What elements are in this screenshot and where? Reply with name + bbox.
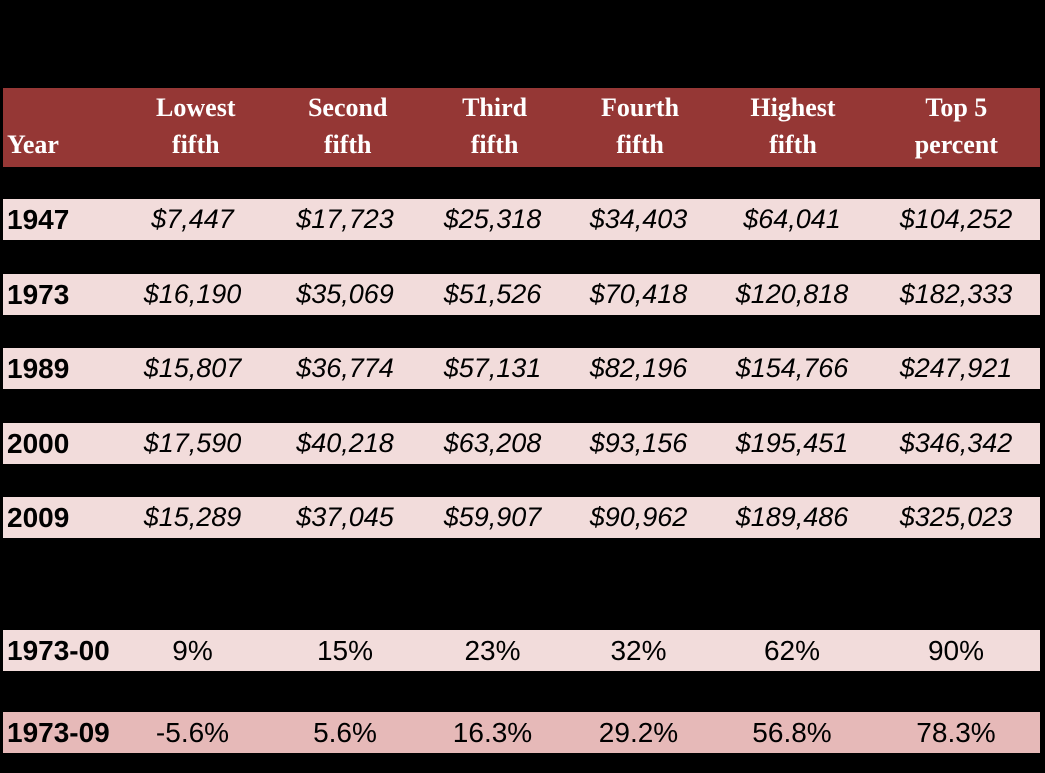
column-header-top-5-percent: Top 5 percent xyxy=(873,89,1040,163)
cell-highest-fifth: 56.8% xyxy=(752,716,832,748)
table-row-1989: 1989 $15,807 $36,774 $57,131 $82,196 $15… xyxy=(3,348,1040,389)
cell-fourth-fifth: $82,196 xyxy=(589,353,688,383)
cell-second-fifth: 15% xyxy=(316,634,374,666)
cell-lowest-fifth: $16,190 xyxy=(143,279,242,309)
column-header-year: Year xyxy=(7,130,59,159)
cell-top-5-percent: $346,342 xyxy=(899,428,1013,458)
cell-second-fifth: $35,069 xyxy=(296,279,394,309)
cell-top-5-percent: 90% xyxy=(927,634,985,666)
row-year-label: 2000 xyxy=(7,427,70,459)
column-header-line1: Lowest xyxy=(156,93,236,122)
column-header-fourth-fifth: Fourth fifth xyxy=(567,89,713,163)
cell-third-fifth: $59,907 xyxy=(443,502,542,532)
cell-fourth-fifth: 32% xyxy=(610,634,667,666)
table-row-1973-09-percent-change: 1973-09 -5.6% 5.6% 16.3% 29.2% 56.8% 78.… xyxy=(3,712,1040,753)
cell-top-5-percent: $182,333 xyxy=(899,279,1013,309)
cell-lowest-fifth: -5.6% xyxy=(155,716,230,748)
column-header-line2: fifth xyxy=(171,130,220,159)
column-header-line2: fifth xyxy=(769,130,817,159)
column-header-lowest-fifth: Lowest fifth xyxy=(119,89,273,163)
cell-lowest-fifth: $15,807 xyxy=(143,353,242,383)
column-header-line1: Second xyxy=(307,93,388,122)
cell-second-fifth: $36,774 xyxy=(296,353,394,383)
cell-lowest-fifth: $17,590 xyxy=(143,428,242,458)
cell-third-fifth: 16.3% xyxy=(452,716,533,748)
cell-third-fifth: $25,318 xyxy=(443,204,542,234)
column-header-line1: Highest xyxy=(750,93,836,122)
row-year-label: 1947 xyxy=(7,203,70,235)
table-row-1947: 1947 $7,447 $17,723 $25,318 $34,403 $64,… xyxy=(3,199,1040,240)
column-header-line2: percent xyxy=(914,130,998,159)
cell-fourth-fifth: $93,156 xyxy=(589,428,688,458)
cell-highest-fifth: $64,041 xyxy=(743,204,841,234)
column-header-line2: fifth xyxy=(470,130,519,159)
cell-third-fifth: $57,131 xyxy=(443,353,542,383)
row-year-label: 1973 xyxy=(7,278,70,310)
cell-fourth-fifth: 29.2% xyxy=(598,716,679,748)
column-header-line1: Top 5 xyxy=(925,93,988,122)
cell-second-fifth: $17,723 xyxy=(296,204,394,234)
cell-highest-fifth: 62% xyxy=(763,634,821,666)
cell-fourth-fifth: $70,418 xyxy=(589,279,688,309)
table-row-1973-00-percent-change: 1973-00 9% 15% 23% 32% 62% 90% xyxy=(3,630,1040,671)
row-year-label: 1989 xyxy=(7,352,70,384)
cell-second-fifth: $37,045 xyxy=(296,502,394,532)
cell-highest-fifth: $154,766 xyxy=(735,353,849,383)
row-year-label: 2009 xyxy=(7,501,70,533)
row-year-label: 1973-09 xyxy=(7,716,110,748)
cell-fourth-fifth: $90,962 xyxy=(589,502,688,532)
cell-top-5-percent: $104,252 xyxy=(899,204,1013,234)
cell-third-fifth: $63,208 xyxy=(443,428,542,458)
cell-highest-fifth: $189,486 xyxy=(735,502,849,532)
column-header-line2: fifth xyxy=(323,130,372,159)
cell-top-5-percent: 78.3% xyxy=(916,716,996,748)
column-header-line1: Third xyxy=(462,93,528,122)
cell-highest-fifth: $120,818 xyxy=(735,279,849,309)
column-header-highest-fifth: Highest fifth xyxy=(713,89,872,163)
cell-lowest-fifth: $7,447 xyxy=(151,204,234,234)
column-header-line1: Fourth xyxy=(601,93,680,122)
column-header-third-fifth: Third fifth xyxy=(422,89,566,163)
income-by-fifths-table: Year Lowest fifth Second fifth Third fif… xyxy=(3,88,1040,753)
cell-highest-fifth: $195,451 xyxy=(735,428,849,458)
cell-second-fifth: 5.6% xyxy=(313,716,377,748)
cell-third-fifth: 23% xyxy=(464,634,521,666)
table-row-2009: 2009 $15,289 $37,045 $59,907 $90,962 $18… xyxy=(3,497,1040,538)
cell-third-fifth: $51,526 xyxy=(443,279,542,309)
cell-lowest-fifth: 9% xyxy=(172,634,213,666)
table-row-2000: 2000 $17,590 $40,218 $63,208 $93,156 $19… xyxy=(3,423,1040,464)
cell-fourth-fifth: $34,403 xyxy=(589,204,688,234)
row-year-label: 1973-00 xyxy=(7,634,110,666)
column-header-line2: fifth xyxy=(616,130,664,159)
table-row-1973: 1973 $16,190 $35,069 $51,526 $70,418 $12… xyxy=(3,274,1040,315)
table-header-row: Year Lowest fifth Second fifth Third fif… xyxy=(3,88,1040,167)
column-header-second-fifth: Second fifth xyxy=(273,89,422,163)
cell-lowest-fifth: $15,289 xyxy=(143,502,242,532)
cell-top-5-percent: $247,921 xyxy=(899,353,1013,383)
cell-top-5-percent: $325,023 xyxy=(899,502,1013,532)
cell-second-fifth: $40,218 xyxy=(296,428,394,458)
